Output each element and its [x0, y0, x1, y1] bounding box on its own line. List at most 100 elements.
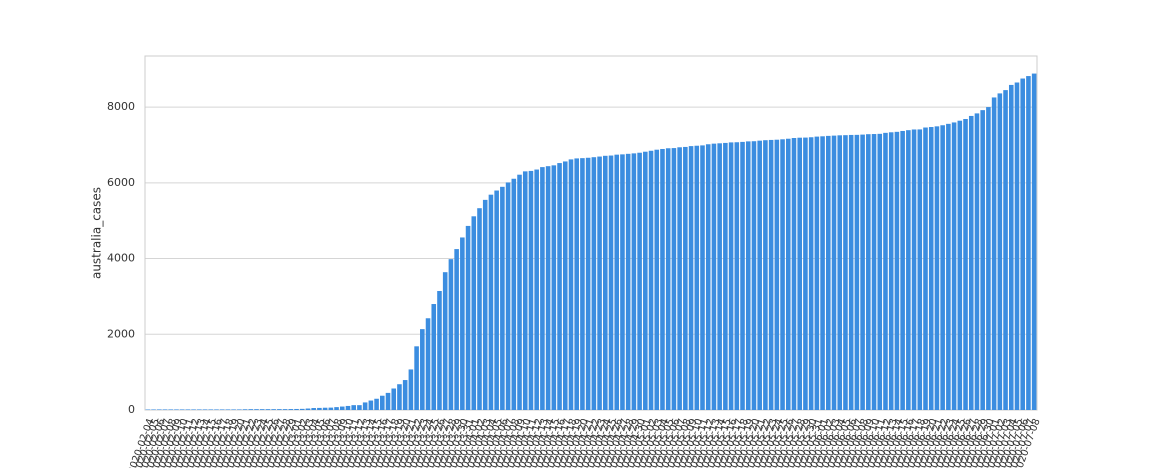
bar	[940, 125, 945, 410]
bar	[408, 369, 414, 410]
bar	[505, 182, 511, 410]
bar	[465, 225, 471, 410]
bar	[614, 154, 620, 410]
bar	[448, 259, 454, 410]
bar	[517, 174, 522, 410]
bar	[723, 142, 728, 410]
bar	[745, 141, 751, 410]
bar	[1020, 78, 1025, 410]
bar	[665, 148, 671, 411]
bar	[500, 186, 505, 410]
bar	[866, 134, 871, 410]
bar	[740, 141, 745, 410]
bar	[185, 409, 191, 410]
bar	[174, 409, 179, 410]
bar	[568, 159, 574, 410]
bar	[414, 346, 419, 410]
bar	[826, 135, 831, 410]
bar	[785, 138, 791, 410]
bar	[728, 142, 734, 410]
bar	[368, 400, 374, 410]
bar	[797, 137, 802, 410]
y-axis-label: australia_cases	[90, 187, 104, 279]
bar	[843, 135, 848, 410]
bar	[574, 158, 579, 410]
bar	[585, 157, 591, 410]
bar	[179, 409, 185, 410]
bar	[946, 123, 951, 410]
bar	[751, 141, 757, 410]
bar	[1003, 90, 1008, 410]
bar	[894, 131, 900, 410]
bar	[648, 150, 654, 410]
bar	[854, 134, 860, 410]
bar	[374, 398, 379, 410]
bar	[991, 97, 997, 410]
bar	[831, 135, 837, 411]
bar	[803, 137, 808, 410]
bar	[934, 126, 940, 410]
bar	[477, 208, 482, 410]
bar	[917, 129, 923, 410]
bar	[620, 154, 625, 410]
bar	[660, 148, 665, 411]
bar	[1008, 84, 1014, 410]
bar	[522, 171, 528, 410]
bar	[311, 408, 316, 410]
bar	[808, 137, 814, 410]
y-tick-label: 6000	[107, 176, 135, 189]
bar	[242, 409, 248, 410]
bar	[717, 143, 722, 410]
bar	[339, 406, 345, 410]
bar	[294, 408, 299, 410]
bar	[957, 120, 963, 411]
bar	[791, 138, 797, 411]
bar	[488, 194, 494, 410]
bar	[654, 149, 660, 411]
bar	[603, 155, 608, 410]
bar	[442, 272, 448, 410]
bar	[694, 145, 700, 411]
bar	[923, 127, 928, 411]
y-tick-label: 4000	[107, 252, 135, 265]
bar	[494, 190, 499, 410]
bar	[608, 155, 614, 410]
bar	[282, 409, 288, 410]
bar	[1014, 82, 1020, 410]
bar	[328, 407, 334, 410]
bar	[391, 388, 397, 410]
bar	[877, 133, 883, 410]
bar	[763, 140, 768, 411]
bar	[974, 113, 980, 410]
bar	[734, 142, 740, 411]
bar	[191, 409, 196, 410]
bar	[597, 156, 602, 410]
bar	[711, 143, 717, 410]
bar	[860, 134, 865, 410]
bar	[511, 178, 517, 410]
bar	[528, 170, 534, 410]
bar	[986, 107, 991, 411]
bar	[437, 291, 442, 410]
bar	[963, 119, 968, 410]
bar	[540, 167, 545, 410]
bar	[214, 409, 219, 410]
bar	[151, 409, 156, 410]
bar	[482, 199, 488, 410]
bar	[254, 409, 259, 410]
bar	[700, 145, 705, 410]
bar	[545, 166, 551, 410]
bar	[637, 152, 642, 411]
bar	[219, 409, 225, 410]
bar	[643, 151, 648, 410]
bar	[820, 136, 825, 410]
bar	[208, 409, 214, 410]
bar	[351, 405, 356, 410]
bar	[237, 409, 242, 410]
bar	[322, 407, 328, 410]
bar	[774, 139, 780, 411]
bar	[265, 409, 271, 410]
bar	[1031, 73, 1037, 410]
bar	[837, 135, 843, 410]
bar	[911, 129, 917, 410]
